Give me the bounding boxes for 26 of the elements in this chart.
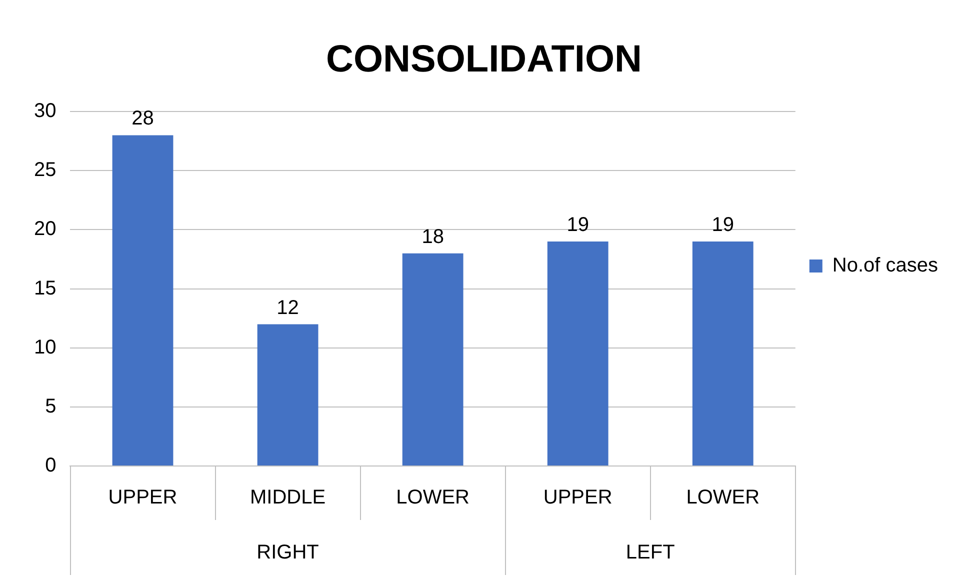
data-label: 18	[422, 226, 444, 248]
y-tick-label: 15	[34, 277, 56, 300]
y-tick-label: 25	[34, 159, 56, 182]
data-label: 28	[132, 108, 154, 130]
text: LEFT	[626, 542, 675, 564]
y-tick-label: 0	[45, 454, 56, 477]
x-tick-label: LOWER	[686, 486, 760, 509]
data-label: 19	[566, 214, 589, 236]
bar	[257, 324, 318, 466]
chart-title: CONSOLIDATION	[326, 38, 642, 80]
y-tick-label: 30	[34, 100, 56, 122]
bar	[547, 242, 608, 466]
data-label: 19	[712, 214, 734, 236]
x-tick-label: UPPER	[543, 486, 612, 509]
x-tick-label: LOWER	[396, 486, 470, 509]
x-tick-label: UPPER	[108, 486, 178, 509]
y-tick-label: 20	[34, 218, 56, 240]
x-tick-label: MIDDLE	[250, 486, 326, 509]
bar	[692, 242, 754, 466]
y-tick-label: 5	[45, 395, 56, 418]
bar	[112, 135, 174, 466]
data-label: 12	[276, 296, 299, 319]
y-tick-label: 10	[34, 336, 56, 358]
bar	[402, 253, 464, 466]
text: RIGHT	[256, 542, 319, 564]
legend-label: No.of cases	[832, 254, 938, 277]
